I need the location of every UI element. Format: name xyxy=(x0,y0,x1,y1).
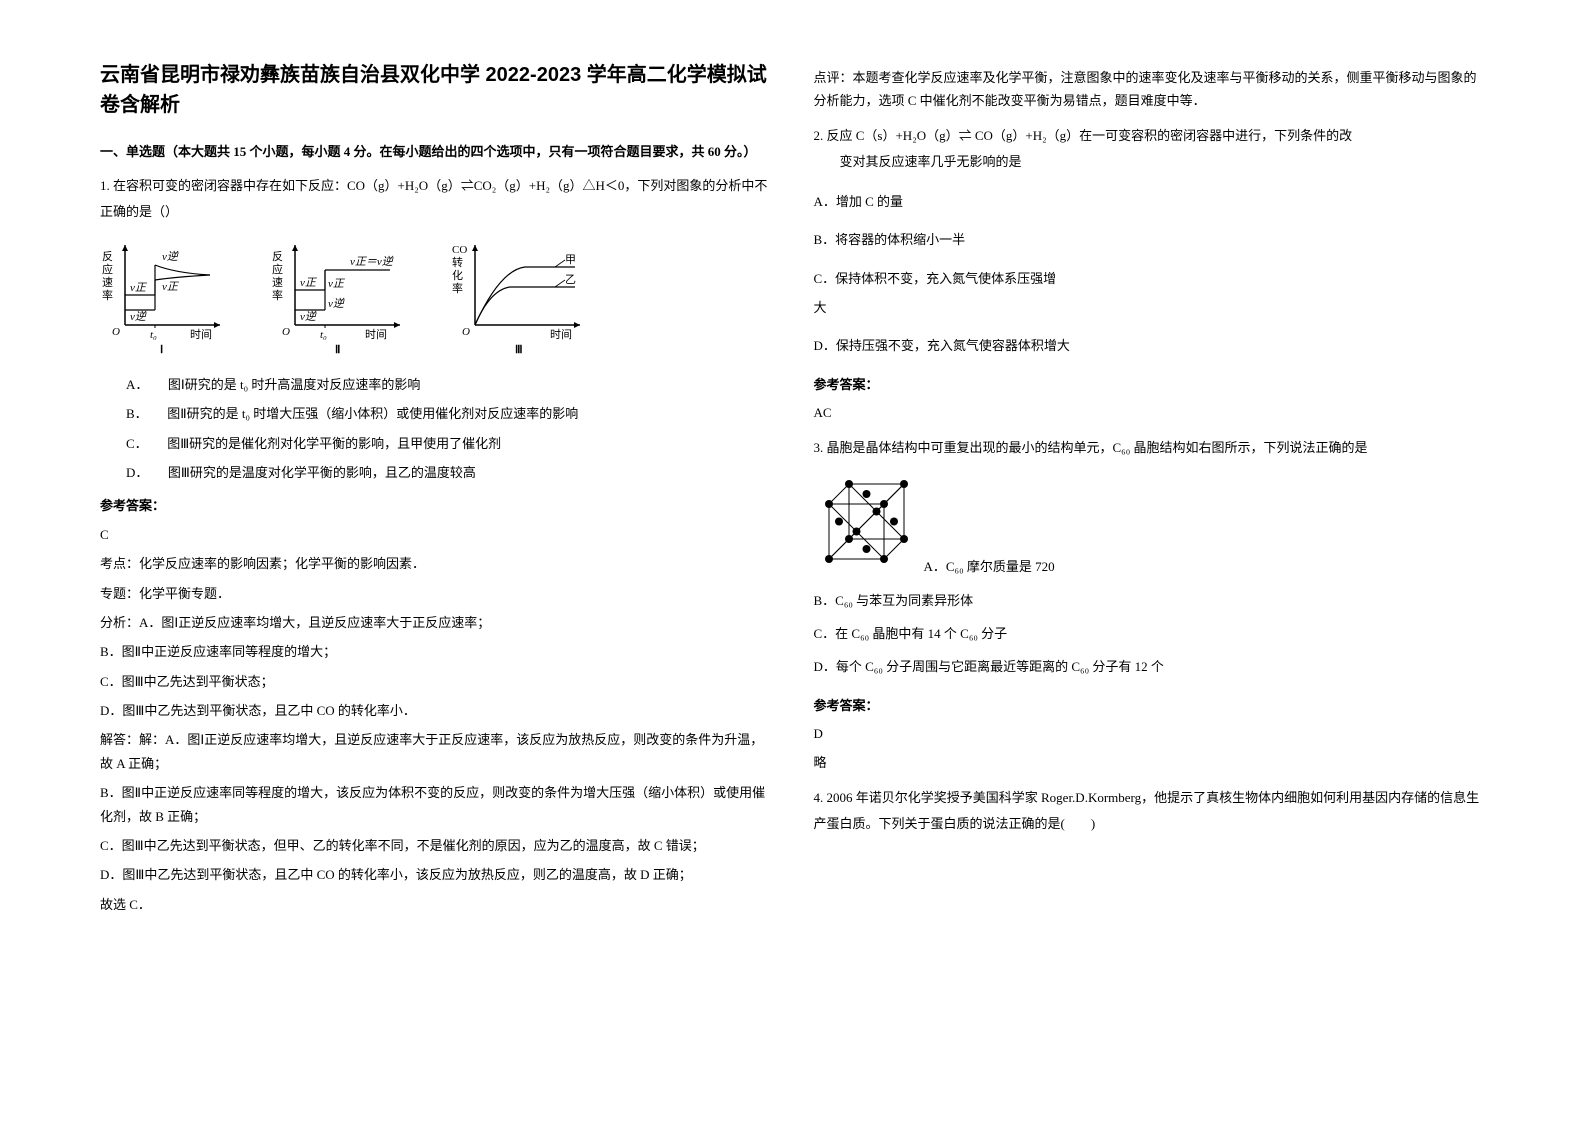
chart3-ylabel2: 转 xyxy=(452,255,463,269)
chart2-ylabel4: 率 xyxy=(272,288,283,302)
q3-answer-label: 参考答案： xyxy=(814,694,1488,717)
q1-ana6: D．图Ⅲ中乙先达到平衡状态，且乙中 CO 的转化率小． xyxy=(100,699,774,722)
q3-optA: A．C₆₀ 摩尔质量是 720 xyxy=(924,555,1055,578)
q1-optD: D． 图Ⅲ研究的是温度对化学平衡的影响，且乙的温度较高 xyxy=(100,461,774,484)
q3-cube xyxy=(814,474,914,574)
q1-ana11: 故选 C． xyxy=(100,893,774,916)
q1-optB-text: 图Ⅱ研究的是 t₀ 时增大压强（缩小体积）或使用催化剂对反应速率的影响 xyxy=(167,406,578,421)
chart3-ylabel3: 化 xyxy=(452,268,463,282)
chart1-t0: t₀ xyxy=(150,329,157,341)
right-top-comment: 点评：本题考查化学反应速率及化学平衡，注意图象中的速率变化及速率与平衡移动的关系… xyxy=(814,66,1488,113)
q2-answer: AC xyxy=(814,401,1488,424)
chart1-origin: O xyxy=(112,326,120,338)
q1-ana7: 解答：解：A．图Ⅰ正逆反应速率均增大，且逆反应速率大于正反应速率，该反应为放热反… xyxy=(100,728,774,775)
q1-ana3: 分析：A．图Ⅰ正逆反应速率均增大，且逆反应速率大于正反应速率； xyxy=(100,611,774,634)
chart-2: 反 应 速 率 O v正 v逆 v正＝v逆 v正 v逆 t₀ xyxy=(270,235,420,362)
chart3-num: Ⅲ xyxy=(515,344,523,355)
chart1-xlabel: 时间 xyxy=(190,328,212,341)
chart1-num: Ⅰ xyxy=(160,344,163,355)
q1-optC: C． 图Ⅲ研究的是催化剂对化学平衡的影响，且甲使用了催化剂 xyxy=(100,432,774,455)
chart3-origin: O xyxy=(462,326,470,338)
chart3-ylabel1: CO xyxy=(452,244,467,256)
q2-optB: B．将容器的体积缩小一半 xyxy=(814,228,1488,251)
q1-ana4: B．图Ⅱ中正逆反应速率同等程度的增大； xyxy=(100,640,774,663)
chart2-ylabel3: 速 xyxy=(272,276,283,289)
q2-optA: A．增加 C 的量 xyxy=(814,190,1488,213)
chart2-ylabel2: 应 xyxy=(272,262,283,276)
chart2-ylabel1: 反 xyxy=(272,250,283,263)
chart1-vzheng1: v正 xyxy=(130,282,148,294)
chart-3: CO 转 化 率 O 甲 乙 时间 Ⅲ xyxy=(450,235,600,362)
chart1-svg: 反 应 速 率 O v正 v逆 v逆 v正 xyxy=(100,235,240,355)
q1-optB-letter: B． xyxy=(126,406,141,421)
question-4: 4. 2006 年诺贝尔化学奖授予美国科学家 Roger.D.Kormberg，… xyxy=(814,785,1488,837)
chart3-ylabel4: 率 xyxy=(452,281,463,295)
chart2-vzheng1: v正 xyxy=(300,277,318,289)
q3-optC: C．在 C₆₀ 晶胞中有 14 个 C₆₀ 分子 xyxy=(814,622,1488,645)
chart1-ylabel4: 率 xyxy=(102,288,113,302)
q2-answer-label: 参考答案： xyxy=(814,373,1488,396)
chart2-eq: v正＝v逆 xyxy=(350,255,395,268)
q1-optB: B． 图Ⅱ研究的是 t₀ 时增大压强（缩小体积）或使用催化剂对反应速率的影响 xyxy=(100,402,774,425)
left-column: 云南省昆明市禄劝彝族苗族自治县双化中学 2022-2023 学年高二化学模拟试卷… xyxy=(80,60,794,1062)
chart2-num: Ⅱ xyxy=(335,344,340,355)
chart1-ylabel3: 速 xyxy=(102,276,113,289)
chart2-vzheng2: v正 xyxy=(328,278,346,290)
q1-charts: 反 应 速 率 O v正 v逆 v逆 v正 xyxy=(100,235,774,362)
q3-note: 略 xyxy=(814,751,1488,774)
chart2-vni2: v逆 xyxy=(328,297,346,310)
chart3-xlabel: 时间 xyxy=(550,328,572,341)
chart2-vni1: v逆 xyxy=(300,310,318,323)
chart1-vni2: v逆 xyxy=(162,250,180,263)
chart1-ylabel2: 应 xyxy=(102,262,113,276)
chart1-vni1: v逆 xyxy=(130,310,148,323)
q4-stem: 4. 2006 年诺贝尔化学奖授予美国科学家 Roger.D.Kormberg，… xyxy=(814,785,1488,837)
q1-ana9: C．图Ⅲ中乙先达到平衡状态，但甲、乙的转化率不同，不是催化剂的原因，应为乙的温度… xyxy=(100,834,774,857)
q2-optC: C．保持体积不变，充入氮气使体系压强增 xyxy=(814,267,1488,290)
q1-optC-text: 图Ⅲ研究的是催化剂对化学平衡的影响，且甲使用了催化剂 xyxy=(167,436,501,451)
chart2-origin: O xyxy=(282,326,290,338)
q1-optA-letter: A． xyxy=(126,377,142,392)
right-column: 点评：本题考查化学反应速率及化学平衡，注意图象中的速率变化及速率与平衡移动的关系… xyxy=(794,60,1508,1062)
q2-stem2: 变对其反应速率几乎无影响的是 xyxy=(814,149,1488,175)
q1-ana2: 专题：化学平衡专题． xyxy=(100,582,774,605)
q1-answer: C xyxy=(100,523,774,546)
q1-ana5: C．图Ⅲ中乙先达到平衡状态； xyxy=(100,670,774,693)
chart1-vzheng2: v正 xyxy=(162,281,180,293)
q2-stem1: 2. 反应 C（s）+H₂O（g）⇌ CO（g）+H₂（g）在一可变容积的密闭容… xyxy=(814,123,1488,149)
chart1-ylabel1: 反 xyxy=(102,250,113,263)
q1-answer-label: 参考答案： xyxy=(100,494,774,517)
q1-optD-text: 图Ⅲ研究的是温度对化学平衡的影响，且乙的温度较高 xyxy=(168,465,476,480)
q3-optB: B．C₆₀ 与苯互为同素异形体 xyxy=(814,589,1488,612)
q2-optC2: 大 xyxy=(814,296,1488,319)
chart2-t0: t₀ xyxy=(320,329,327,341)
question-2: 2. 反应 C（s）+H₂O（g）⇌ CO（g）+H₂（g）在一可变容积的密闭容… xyxy=(814,123,1488,425)
q1-optA-text: 图Ⅰ研究的是 t₀ 时升高温度对反应速率的影响 xyxy=(168,377,420,392)
chart3-svg: CO 转 化 率 O 甲 乙 时间 Ⅲ xyxy=(450,235,600,355)
q1-optC-letter: C． xyxy=(126,436,141,451)
q3-optD: D．每个 C₆₀ 分子周围与它距离最近等距离的 C₆₀ 分子有 12 个 xyxy=(814,655,1488,678)
q2-optD: D．保持压强不变，充入氮气使容器体积增大 xyxy=(814,334,1488,357)
question-1: 1. 在容积可变的密闭容器中存在如下反应：CO（g）+H₂O（g）⇌CO₂（g）… xyxy=(100,173,774,916)
q1-ana10: D．图Ⅲ中乙先达到平衡状态，且乙中 CO 的转化率小，该反应为放热反应，则乙的温… xyxy=(100,863,774,886)
q1-stem: 1. 在容积可变的密闭容器中存在如下反应：CO（g）+H₂O（g）⇌CO₂（g）… xyxy=(100,173,774,225)
q1-ana1: 考点：化学反应速率的影响因素；化学平衡的影响因素． xyxy=(100,552,774,575)
chart-1: 反 应 速 率 O v正 v逆 v逆 v正 xyxy=(100,235,240,362)
q1-optA: A． 图Ⅰ研究的是 t₀ 时升高温度对反应速率的影响 xyxy=(100,373,774,396)
chart3-jia: 甲 xyxy=(565,254,576,266)
q3-answer: D xyxy=(814,722,1488,745)
page-title: 云南省昆明市禄劝彝族苗族自治县双化中学 2022-2023 学年高二化学模拟试卷… xyxy=(100,60,774,120)
chart2-xlabel: 时间 xyxy=(365,328,387,341)
q3-stem: 3. 晶胞是晶体结构中可重复出现的最小的结构单元，C₆₀ 晶胞结构如右图所示，下… xyxy=(814,435,1488,461)
chart2-svg: 反 应 速 率 O v正 v逆 v正＝v逆 v正 v逆 t₀ xyxy=(270,235,420,355)
section1-heading: 一、单选题（本大题共 15 个小题，每小题 4 分。在每小题给出的四个选项中，只… xyxy=(100,140,774,163)
q1-optD-letter: D． xyxy=(126,465,142,480)
question-3: 3. 晶胞是晶体结构中可重复出现的最小的结构单元，C₆₀ 晶胞结构如右图所示，下… xyxy=(814,435,1488,775)
q1-ana8: B．图Ⅱ中正逆反应速率同等程度的增大，该反应为体积不变的反应，则改变的条件为增大… xyxy=(100,781,774,828)
chart3-yi: 乙 xyxy=(565,273,576,286)
